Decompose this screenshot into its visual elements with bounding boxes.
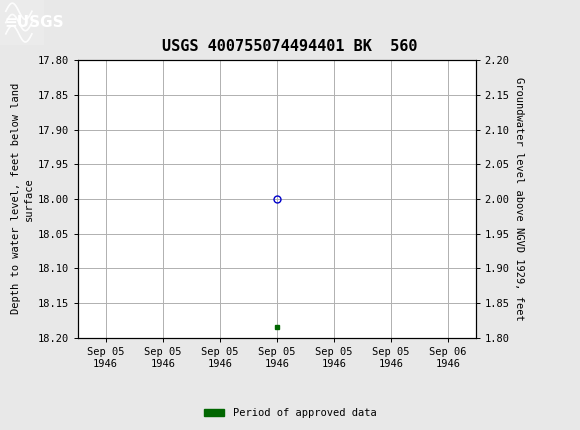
Y-axis label: Groundwater level above NGVD 1929, feet: Groundwater level above NGVD 1929, feet — [514, 77, 524, 321]
Y-axis label: Depth to water level, feet below land
surface: Depth to water level, feet below land su… — [10, 83, 34, 314]
Bar — [0, 0, 44, 45]
Text: ≡USGS: ≡USGS — [5, 15, 64, 30]
Legend: Period of approved data: Period of approved data — [200, 404, 380, 423]
Text: USGS 400755074494401 BK  560: USGS 400755074494401 BK 560 — [162, 39, 418, 54]
